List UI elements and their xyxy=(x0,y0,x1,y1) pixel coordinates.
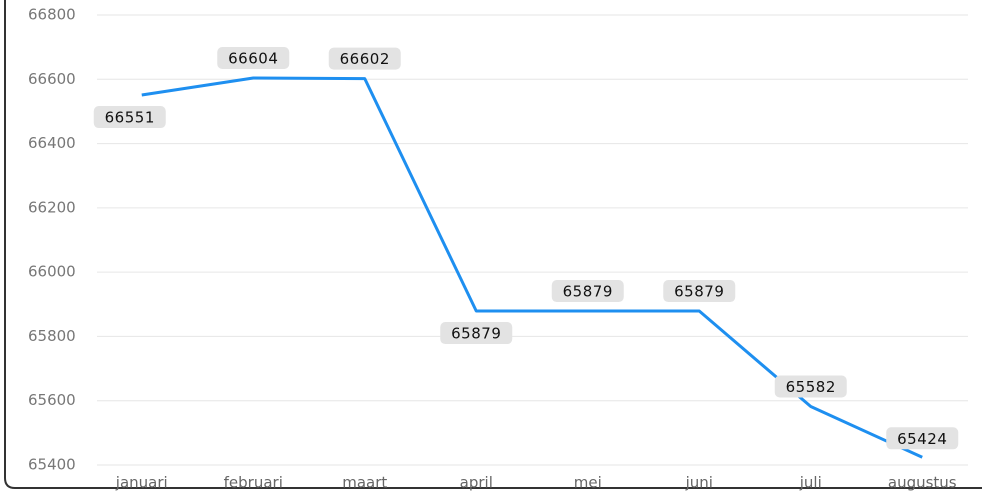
data-label: 65582 xyxy=(786,378,836,396)
x-tick-label: februari xyxy=(224,474,283,492)
data-label-box xyxy=(217,47,290,69)
data-label-box xyxy=(663,280,736,303)
data-label-box xyxy=(93,106,166,129)
data-label: 65879 xyxy=(674,283,724,301)
data-label-box xyxy=(328,47,401,70)
x-tick-label: juni xyxy=(685,474,713,492)
x-tick-label: april xyxy=(460,474,493,492)
x-tick-label: maart xyxy=(342,474,387,492)
y-tick-label: 65400 xyxy=(28,456,76,474)
data-label-box xyxy=(440,322,513,345)
y-tick-label: 65600 xyxy=(28,391,76,409)
y-tick-label: 66800 xyxy=(28,6,76,24)
data-label: 65424 xyxy=(897,430,947,448)
x-tick-label: juli xyxy=(799,474,822,492)
x-tick-label: mei xyxy=(574,474,602,492)
y-tick-label: 65800 xyxy=(28,327,76,345)
frame xyxy=(4,0,982,489)
data-label-box xyxy=(774,375,847,398)
data-label-box xyxy=(551,280,624,303)
x-tick-label: januari xyxy=(115,474,168,492)
y-tick-label: 66600 xyxy=(28,70,76,88)
data-label: 65879 xyxy=(563,283,613,301)
x-tick-label: augustus xyxy=(888,474,957,492)
data-label-box xyxy=(886,427,959,450)
y-tick-label: 66200 xyxy=(28,198,76,216)
data-label: 66551 xyxy=(105,109,155,127)
data-label: 66604 xyxy=(228,50,278,68)
data-label: 65879 xyxy=(451,325,501,343)
y-tick-label: 66400 xyxy=(28,134,76,152)
data-label: 66602 xyxy=(340,50,390,68)
y-tick-label: 66000 xyxy=(28,263,76,281)
